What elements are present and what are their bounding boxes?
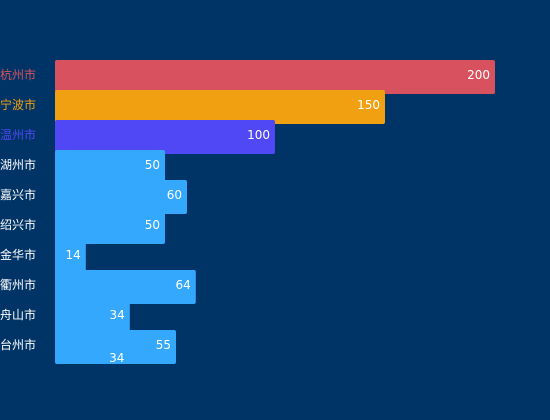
category-label-4: 嘉兴市 <box>0 187 36 202</box>
bar-1 <box>55 90 385 124</box>
value-label-2: 100 <box>247 128 270 142</box>
extra-value-label: 34 <box>109 351 124 365</box>
bar-4 <box>55 180 187 214</box>
bar-6 <box>55 240 86 274</box>
bar-0 <box>55 60 495 94</box>
value-labels: 200 150 100 50 60 50 14 64 34 55 <box>66 68 490 352</box>
bar-5 <box>55 210 165 244</box>
category-label-6: 金华市 <box>0 247 36 262</box>
category-label-1: 宁波市 <box>0 97 36 112</box>
category-label-7: 衢州市 <box>0 277 36 292</box>
bar-3 <box>55 150 165 184</box>
value-label-0: 200 <box>467 68 490 82</box>
bar-8 <box>55 300 130 334</box>
category-label-2: 温州市 <box>0 127 36 142</box>
value-label-5: 50 <box>145 218 160 232</box>
value-label-9: 55 <box>156 338 171 352</box>
value-label-6: 14 <box>66 248 81 262</box>
value-label-1: 150 <box>357 98 380 112</box>
bar-7 <box>55 270 196 304</box>
bar-2 <box>55 120 275 154</box>
bar-series <box>55 60 495 364</box>
category-label-8: 舟山市 <box>0 307 36 322</box>
category-label-9: 台州市 <box>0 337 36 352</box>
category-label-5: 绍兴市 <box>0 217 36 232</box>
bar-9 <box>55 330 176 364</box>
category-label-3: 湖州市 <box>0 157 36 172</box>
category-label-0: 杭州市 <box>0 67 36 82</box>
value-label-3: 50 <box>145 158 160 172</box>
value-label-8: 34 <box>110 308 125 322</box>
value-label-7: 64 <box>176 278 191 292</box>
value-label-4: 60 <box>167 188 182 202</box>
